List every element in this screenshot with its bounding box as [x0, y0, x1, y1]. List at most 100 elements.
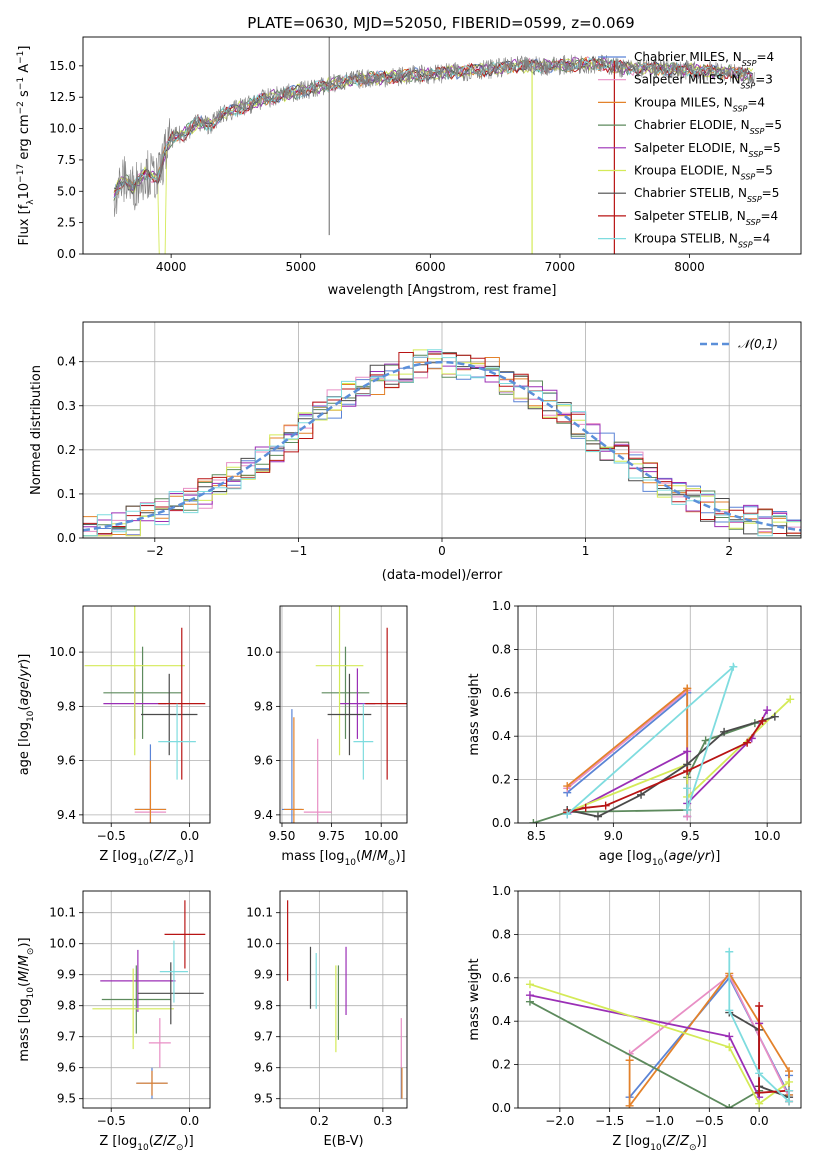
axes-mass-vs-Z: −0.5 0.0 9.5 9.6 9.7 9.8 9.9 10.0 10.1: [49, 891, 210, 1128]
y-tick-label: 2.5: [57, 216, 76, 230]
y-tick-label: 10.1: [49, 906, 76, 920]
x-tick-label: −1: [290, 544, 308, 558]
y-tick-label: 9.6: [254, 754, 273, 768]
weight-marker: [743, 738, 752, 747]
y-tick-label: 9.6: [57, 754, 76, 768]
x-tick-label: −0.5: [97, 829, 126, 843]
legend-label: Salpeter STELIB, NSSP=4: [634, 209, 778, 227]
y-tick-label: 9.8: [57, 999, 76, 1013]
x-tick-label: 4000: [156, 260, 187, 274]
axes-frame: [82, 605, 211, 824]
y-tick-label: 0.2: [57, 443, 76, 457]
y-tick-label: 15.0: [49, 59, 76, 73]
errorbars-mass-vs-ebv: [287, 900, 403, 1099]
legend-label: 𝒩(0,1): [738, 337, 778, 351]
weight-marker: [683, 784, 692, 793]
weight-marker: [755, 1099, 764, 1108]
x-tick-label: 0: [438, 544, 446, 558]
y-tick-label: 9.4: [254, 808, 273, 822]
axes-frame: [517, 605, 802, 824]
y-tick-label: 10.0: [246, 645, 273, 659]
weight-marker: [725, 1104, 734, 1108]
axes-spectrum: 4000 5000 6000 7000 8000 0.0 2.5 5.0 7.5 10.0 12.5…: [49, 59, 705, 274]
y-tick-label: 9.6: [254, 1061, 273, 1075]
legend-label: Chabrier MILES, NSSP=4: [634, 50, 774, 68]
y-tick-label: 0.6: [492, 686, 511, 700]
y-tick-label: 10.0: [246, 937, 273, 951]
weight-marker: [637, 790, 646, 799]
y-tick-label: 0.0: [492, 1101, 511, 1115]
x-axis-label: E(B-V): [323, 1134, 363, 1149]
weight-lines-weight-vs-Z: [525, 947, 794, 1108]
weight-marker: [563, 782, 572, 791]
y-tick-label: 0.6: [492, 971, 511, 985]
weight-marker: [701, 736, 710, 745]
weight-marker: [785, 1097, 794, 1106]
y-axis-label: mass weight: [467, 673, 482, 755]
weight-marker: [593, 812, 602, 821]
y-tick-label: 0.0: [57, 247, 76, 261]
x-axis-label: age [log10(age/yr)]: [599, 849, 721, 868]
x-tick-label: 9.75: [318, 829, 345, 843]
weight-marker: [758, 717, 767, 726]
errorbars-age-vs-mass: [281, 606, 407, 823]
weight-line: [566, 698, 791, 813]
x-tick-label: 9.5: [681, 829, 700, 843]
axes-frame: [279, 605, 408, 824]
y-axis-label: mass weight: [467, 958, 482, 1040]
weight-marker: [755, 1002, 764, 1011]
histogram-step: [83, 349, 801, 537]
weight-marker: [725, 1032, 734, 1041]
y-tick-label: 1.0: [492, 884, 511, 898]
weight-marker: [725, 1043, 734, 1052]
errorbars-age-vs-Z: [84, 606, 206, 823]
chart-layer: 4000 5000 6000 7000 80000.02.55.07.510.012.5…: [16, 36, 802, 1153]
y-tick-label: 9.9: [57, 968, 76, 982]
y-tick-label: 9.8: [57, 699, 76, 713]
weight-line: [566, 720, 764, 813]
weight-marker: [720, 727, 729, 736]
y-tick-label: 1.0: [492, 599, 511, 613]
x-tick-label: 10.0: [754, 829, 781, 843]
y-tick-label: 9.7: [254, 1030, 273, 1044]
y-tick-label: 9.6: [57, 1061, 76, 1075]
weight-marker: [683, 766, 692, 775]
spectrum-legend: Chabrier MILES, NSSP=4 Salpeter MILES, NS…: [598, 50, 782, 249]
weight-line: [567, 715, 776, 818]
normal-curve: [83, 360, 801, 532]
y-axis-label: age [log10(age/yr)]: [17, 654, 36, 776]
x-tick-label: 0.3: [373, 1114, 392, 1128]
y-tick-label: 9.8: [254, 999, 273, 1013]
figure-title: PLATE=0630, MJD=52050, FIBERID=0599, z=0…: [247, 14, 634, 32]
x-tick-label: 0.0: [180, 829, 199, 843]
x-tick-label: 9.50: [269, 829, 296, 843]
weight-marker: [529, 819, 538, 823]
y-axis-label: Flux [fλ10−17 erg cm−2 s−1 A−1]: [16, 46, 36, 246]
x-tick-label: 10.00: [364, 829, 398, 843]
axes-frame: [82, 36, 802, 255]
y-tick-label: 10.1: [246, 906, 273, 920]
weight-lines-weight-vs-age: [529, 662, 795, 823]
weight-marker: [625, 1056, 634, 1065]
weight-marker: [725, 947, 734, 956]
legend-label: Chabrier STELIB, NSSP=5: [634, 186, 779, 204]
errorbars-mass-vs-Z: [92, 900, 206, 1099]
axes-mass-vs-ebv: 0.2 0.3 9.5 9.6 9.7 9.8 9.9 10.0 10.1: [246, 891, 407, 1128]
x-tick-label: 0.0: [750, 1114, 769, 1128]
x-tick-label: 0.2: [310, 1114, 329, 1128]
x-tick-label: 6000: [415, 260, 446, 274]
x-tick-label: −1.0: [645, 1114, 674, 1128]
legend-label: Salpeter ELODIE, NSSP=5: [634, 141, 781, 159]
y-tick-label: 7.5: [57, 153, 76, 167]
axes-frame: [82, 890, 211, 1109]
x-axis-label: Z [log10(Z/Z⊙)]: [612, 1134, 706, 1153]
axes-frame: [279, 890, 408, 1109]
histogram-lines: [83, 349, 801, 537]
y-tick-label: 0.4: [57, 355, 76, 369]
weight-marker: [581, 803, 590, 812]
x-tick-label: 7000: [545, 260, 576, 274]
weight-marker: [770, 712, 779, 721]
y-tick-label: 0.2: [492, 1058, 511, 1072]
weight-marker: [785, 1067, 794, 1076]
